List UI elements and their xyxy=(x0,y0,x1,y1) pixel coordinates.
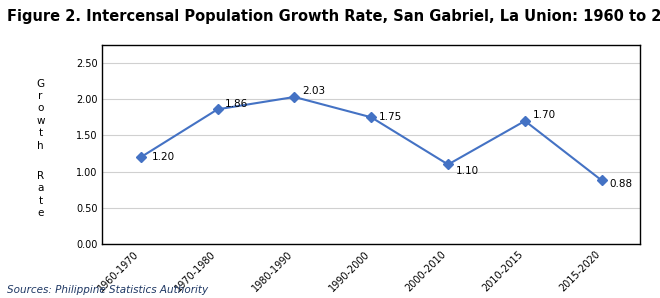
Text: Figure 2. Intercensal Population Growth Rate, San Gabriel, La Union: 1960 to 202: Figure 2. Intercensal Population Growth … xyxy=(7,9,660,24)
Text: 1.75: 1.75 xyxy=(379,112,402,122)
Text: 1.70: 1.70 xyxy=(533,110,556,120)
Text: 1.20: 1.20 xyxy=(152,152,176,162)
Text: G
r
o
w
t
h: G r o w t h xyxy=(36,79,45,150)
Text: 0.88: 0.88 xyxy=(609,179,632,189)
Text: 2.03: 2.03 xyxy=(302,86,325,96)
Text: 1.10: 1.10 xyxy=(456,166,479,176)
Text: 1.86: 1.86 xyxy=(225,99,249,108)
Text: Sources: Philippine Statistics Authority: Sources: Philippine Statistics Authority xyxy=(7,285,208,295)
Text: R
a
t
e: R a t e xyxy=(37,171,44,218)
